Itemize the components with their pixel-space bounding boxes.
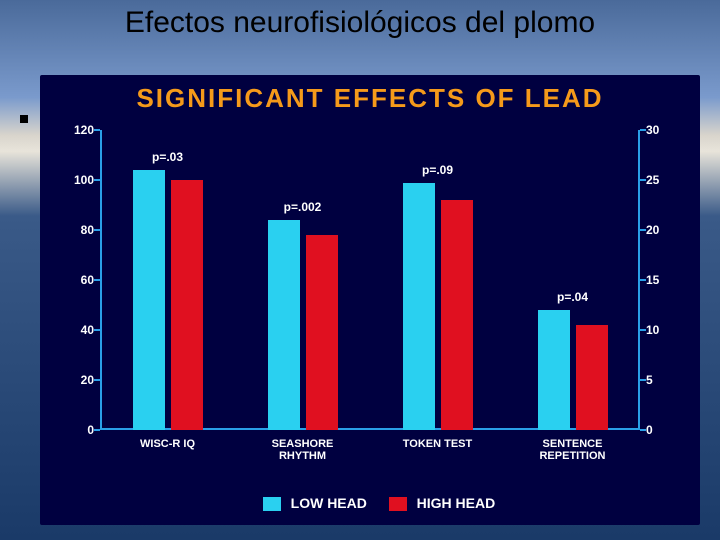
bar bbox=[133, 170, 165, 430]
legend-label-low: LOW HEAD bbox=[291, 495, 367, 511]
y-right-tick-label: 0 bbox=[646, 423, 676, 437]
bar bbox=[403, 183, 435, 431]
y-right-tick-mark bbox=[640, 329, 646, 331]
y-left-tick-label: 80 bbox=[64, 223, 94, 237]
y-left-tick-label: 40 bbox=[64, 323, 94, 337]
chart-title: SIGNIFICANT EFFECTS OF LEAD bbox=[40, 83, 700, 114]
bar bbox=[441, 200, 473, 430]
p-value-label: p=.03 bbox=[152, 150, 183, 164]
chart-panel: SIGNIFICANT EFFECTS OF LEAD 020406080100… bbox=[40, 75, 700, 525]
p-value-label: p=.04 bbox=[557, 290, 588, 304]
y-right-tick-label: 20 bbox=[646, 223, 676, 237]
y-left-tick-mark bbox=[94, 379, 100, 381]
y-right-tick-mark bbox=[640, 129, 646, 131]
category-label: TOKEN TEST bbox=[375, 438, 500, 450]
y-left-tick-label: 120 bbox=[64, 123, 94, 137]
category-label: SEASHORERHYTHM bbox=[240, 438, 365, 462]
bar bbox=[171, 180, 203, 430]
legend-swatch-high bbox=[389, 497, 407, 511]
y-left-tick-mark bbox=[94, 179, 100, 181]
y-right-tick-label: 10 bbox=[646, 323, 676, 337]
category-label: WISC-R IQ bbox=[105, 438, 230, 450]
y-right-tick-label: 30 bbox=[646, 123, 676, 137]
slide: Efectos neurofisiológicos del plomo SIGN… bbox=[0, 0, 720, 540]
y-left-tick-label: 60 bbox=[64, 273, 94, 287]
legend-label-high: HIGH HEAD bbox=[417, 495, 496, 511]
bar bbox=[576, 325, 608, 430]
y-left-tick-mark bbox=[94, 229, 100, 231]
y-left-tick-mark bbox=[94, 329, 100, 331]
y-right-tick-mark bbox=[640, 179, 646, 181]
y-right-tick-mark bbox=[640, 379, 646, 381]
y-left-tick-label: 20 bbox=[64, 373, 94, 387]
category-label: SENTENCEREPETITION bbox=[510, 438, 635, 462]
p-value-label: p=.002 bbox=[284, 200, 322, 214]
bullet-icon bbox=[20, 115, 28, 123]
y-left-tick-mark bbox=[94, 429, 100, 431]
bar bbox=[268, 220, 300, 430]
p-value-label: p=.09 bbox=[422, 163, 453, 177]
legend-swatch-low bbox=[263, 497, 281, 511]
y-left-tick-label: 100 bbox=[64, 173, 94, 187]
y-left-tick-label: 0 bbox=[64, 423, 94, 437]
y-right-tick-mark bbox=[640, 429, 646, 431]
y-right-tick-mark bbox=[640, 279, 646, 281]
bar bbox=[306, 235, 338, 430]
chart-legend: LOW HEAD HIGH HEAD bbox=[40, 495, 700, 511]
slide-title: Efectos neurofisiológicos del plomo bbox=[0, 6, 720, 40]
y-right-tick-label: 5 bbox=[646, 373, 676, 387]
bar bbox=[538, 310, 570, 430]
y-right-tick-mark bbox=[640, 229, 646, 231]
y-left-tick-mark bbox=[94, 279, 100, 281]
y-left-tick-mark bbox=[94, 129, 100, 131]
y-right-tick-label: 25 bbox=[646, 173, 676, 187]
chart-plot-area: 020406080100120051015202530p=.03WISC-R I… bbox=[100, 130, 640, 430]
y-right-tick-label: 15 bbox=[646, 273, 676, 287]
